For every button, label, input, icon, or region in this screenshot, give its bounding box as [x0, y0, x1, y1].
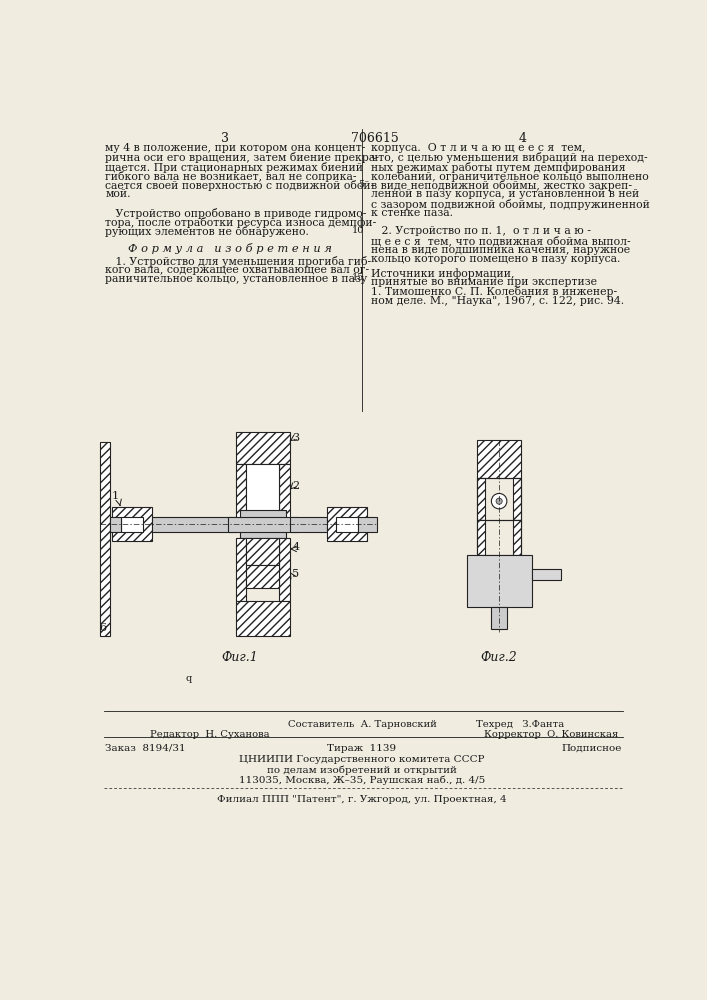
Bar	[247, 565, 279, 588]
Text: Устройство опробовано в приводе гидромо-: Устройство опробовано в приводе гидромо-	[105, 208, 367, 219]
Text: к стенке паза.: к стенке паза.	[371, 208, 453, 218]
Text: Фиг.2: Фиг.2	[481, 651, 518, 664]
Bar	[235, 432, 290, 464]
Text: Фиг.1: Фиг.1	[221, 651, 258, 664]
Text: мой.: мой.	[105, 189, 131, 199]
Text: 15: 15	[352, 273, 364, 282]
Text: корпуса.  О т л и ч а ю щ е е с я  тем,: корпуса. О т л и ч а ю щ е е с я тем,	[371, 143, 586, 153]
Bar	[358, 517, 378, 532]
Bar	[110, 517, 121, 532]
Text: Филиал ППП "Патент", г. Ужгород, ул. Проектная, 4: Филиал ППП "Патент", г. Ужгород, ул. Про…	[217, 795, 507, 804]
Text: 1. Тимошенко С. П. Колебания в инженер-: 1. Тимошенко С. П. Колебания в инженер-	[371, 286, 617, 297]
Bar	[477, 440, 521, 478]
Text: ленной в пазу корпуса, и установленной в ней: ленной в пазу корпуса, и установленной в…	[371, 189, 640, 199]
Bar	[513, 520, 521, 555]
Bar	[121, 517, 143, 532]
Text: Корректор  О. Ковинская: Корректор О. Ковинская	[484, 730, 618, 739]
Text: ных режимах работы путем демпфирования: ных режимах работы путем демпфирования	[371, 162, 626, 173]
Bar	[279, 538, 290, 601]
Text: в виде неподвижной обоймы, жестко закреп-: в виде неподвижной обоймы, жестко закреп…	[371, 180, 632, 191]
Text: нена в виде подшипника качения, наружное: нена в виде подшипника качения, наружное	[371, 245, 631, 255]
Bar	[235, 601, 290, 636]
Bar	[513, 478, 521, 520]
Text: q: q	[186, 674, 192, 683]
Bar	[152, 517, 235, 532]
Text: раничительное кольцо, установленное в пазу: раничительное кольцо, установленное в па…	[105, 274, 368, 284]
Bar	[235, 538, 247, 601]
Text: тора, после отработки ресурса износа демпфи-: тора, после отработки ресурса износа дем…	[105, 217, 377, 228]
Bar	[477, 520, 485, 555]
Text: 6: 6	[99, 623, 106, 633]
Text: Заказ  8194/31: Заказ 8194/31	[105, 744, 186, 753]
Text: щается. При стационарных режимах биений: щается. При стационарных режимах биений	[105, 162, 363, 173]
Bar	[240, 510, 286, 538]
Text: Тираж  1139: Тираж 1139	[327, 744, 397, 753]
Text: с зазором подвижной обоймы, подпружиненной: с зазором подвижной обоймы, подпружиненн…	[371, 199, 650, 210]
Bar	[112, 507, 152, 541]
Text: 2: 2	[292, 481, 299, 491]
Text: 10: 10	[352, 226, 364, 235]
Text: 706615: 706615	[351, 132, 399, 145]
Bar	[290, 517, 327, 532]
Text: 4: 4	[292, 542, 299, 552]
Circle shape	[491, 493, 507, 509]
Bar	[235, 464, 247, 524]
Bar	[477, 520, 521, 555]
Text: что, с целью уменьшения вибраций на переход-: что, с целью уменьшения вибраций на пере…	[371, 152, 648, 163]
Bar	[467, 555, 532, 607]
Bar	[477, 478, 485, 520]
Text: кольцо которого помещено в пазу корпуса.: кольцо которого помещено в пазу корпуса.	[371, 254, 621, 264]
Text: рующих элементов не обнаружено.: рующих элементов не обнаружено.	[105, 226, 309, 237]
Text: кого вала, содержащее охватывающее вал ог-: кого вала, содержащее охватывающее вал о…	[105, 265, 370, 275]
Text: 1: 1	[111, 491, 118, 501]
Text: 3: 3	[292, 433, 299, 443]
Circle shape	[496, 498, 502, 504]
Text: 3: 3	[221, 132, 229, 145]
Bar	[247, 464, 279, 524]
Text: колебаний, ограничительное кольцо выполнено: колебаний, ограничительное кольцо выполн…	[371, 171, 649, 182]
Bar	[532, 569, 561, 580]
Text: принятые во внимание при экспертизе: принятые во внимание при экспертизе	[371, 277, 597, 287]
Text: ЦНИИПИ Государственного комитета СССР: ЦНИИПИ Государственного комитета СССР	[239, 755, 485, 764]
Text: по делам изобретений и открытий: по делам изобретений и открытий	[267, 765, 457, 775]
Bar	[477, 478, 521, 520]
Text: му 4 в положение, при котором она концент-: му 4 в положение, при котором она концен…	[105, 143, 366, 153]
Bar	[491, 607, 507, 629]
Text: щ е е с я  тем, что подвижная обойма выпол-: щ е е с я тем, что подвижная обойма выпо…	[371, 235, 631, 246]
Text: 4: 4	[518, 132, 527, 145]
Text: Техред   З.Фанта: Техред З.Фанта	[476, 720, 564, 729]
Bar	[228, 517, 298, 532]
Text: 113035, Москва, Ж–35, Раушская наб., д. 4/5: 113035, Москва, Ж–35, Раушская наб., д. …	[239, 775, 485, 785]
Text: 1. Устройство для уменьшения прогиба гиб-: 1. Устройство для уменьшения прогиба гиб…	[105, 256, 372, 267]
Text: 2. Устройство по п. 1,  о т л и ч а ю -: 2. Устройство по п. 1, о т л и ч а ю -	[371, 226, 591, 236]
Bar	[337, 517, 358, 532]
Text: 5: 5	[292, 569, 299, 579]
Text: гибкого вала не возникает, вал не соприка-: гибкого вала не возникает, вал не соприк…	[105, 171, 357, 182]
Text: 5: 5	[358, 180, 364, 189]
Text: Источники информации,: Источники информации,	[371, 268, 515, 279]
Text: Подписное: Подписное	[561, 744, 621, 753]
Text: Редактор  Н. Суханова: Редактор Н. Суханова	[151, 730, 270, 739]
Text: рична оси его вращения, затем биение прекра-: рична оси его вращения, затем биение пре…	[105, 152, 379, 163]
Bar	[247, 538, 279, 565]
Bar	[100, 442, 110, 636]
Text: Ф о р м у л а   и з о б р е т е н и я: Ф о р м у л а и з о б р е т е н и я	[128, 243, 332, 254]
Text: Составитель  А. Тарновский: Составитель А. Тарновский	[288, 720, 436, 729]
Text: ном деле. М., "Наука", 1967, с. 122, рис. 94.: ном деле. М., "Наука", 1967, с. 122, рис…	[371, 296, 624, 306]
Text: сается своей поверхностью с подвижной обой-: сается своей поверхностью с подвижной об…	[105, 180, 375, 191]
Bar	[327, 507, 368, 541]
Bar	[279, 464, 290, 524]
